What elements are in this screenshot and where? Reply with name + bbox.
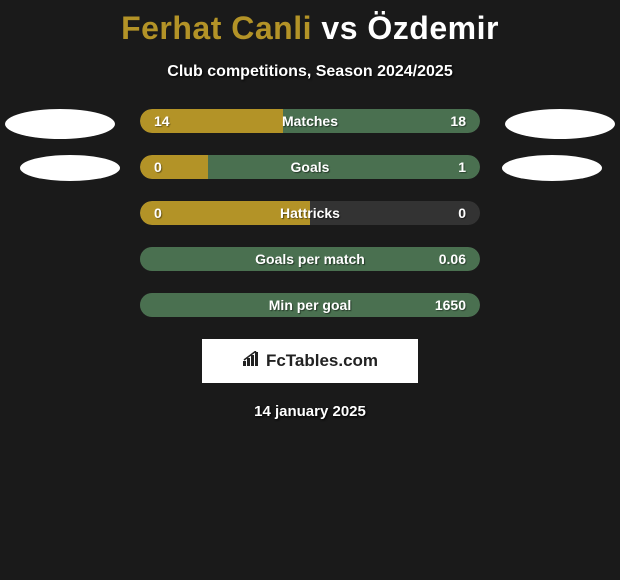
bar-value-right: 0: [458, 201, 466, 225]
title-right-player: Özdemir: [367, 10, 499, 46]
bar-right-fill: [140, 247, 480, 271]
chart-icon: [242, 351, 262, 372]
bar-value-left: 14: [154, 109, 170, 133]
bar-right-fill: [208, 155, 480, 179]
bar-value-right: 1: [458, 155, 466, 179]
avatar-left-2: [20, 155, 120, 181]
brand-box: FcTables.com: [202, 339, 418, 383]
avatar-left-1: [5, 109, 115, 139]
title-left-player: Ferhat Canli: [121, 10, 312, 46]
avatar-right-2: [502, 155, 602, 181]
bar-left-fill: [140, 155, 208, 179]
title-vs: vs: [312, 10, 367, 46]
avatar-right-1: [505, 109, 615, 139]
bar-value-left: 0: [154, 201, 162, 225]
comparison-area: 1418Matches01Goals00Hattricks0.06Goals p…: [0, 109, 620, 317]
stat-row: 1418Matches: [140, 109, 480, 133]
brand-text: FcTables.com: [242, 351, 378, 372]
bar-value-left: 0: [154, 155, 162, 179]
bar-value-right: 0.06: [439, 247, 466, 271]
bar-left-fill: [140, 201, 310, 225]
page-title: Ferhat Canli vs Özdemir: [0, 0, 620, 47]
stat-row: 00Hattricks: [140, 201, 480, 225]
bar-value-right: 18: [450, 109, 466, 133]
stat-bars: 1418Matches01Goals00Hattricks0.06Goals p…: [140, 109, 480, 317]
bar-right-fill: [140, 293, 480, 317]
bar-value-right: 1650: [435, 293, 466, 317]
stat-row: 01Goals: [140, 155, 480, 179]
brand-label: FcTables.com: [266, 351, 378, 371]
stat-row: 0.06Goals per match: [140, 247, 480, 271]
subtitle: Club competitions, Season 2024/2025: [0, 63, 620, 81]
stat-row: 1650Min per goal: [140, 293, 480, 317]
date-text: 14 january 2025: [0, 403, 620, 420]
